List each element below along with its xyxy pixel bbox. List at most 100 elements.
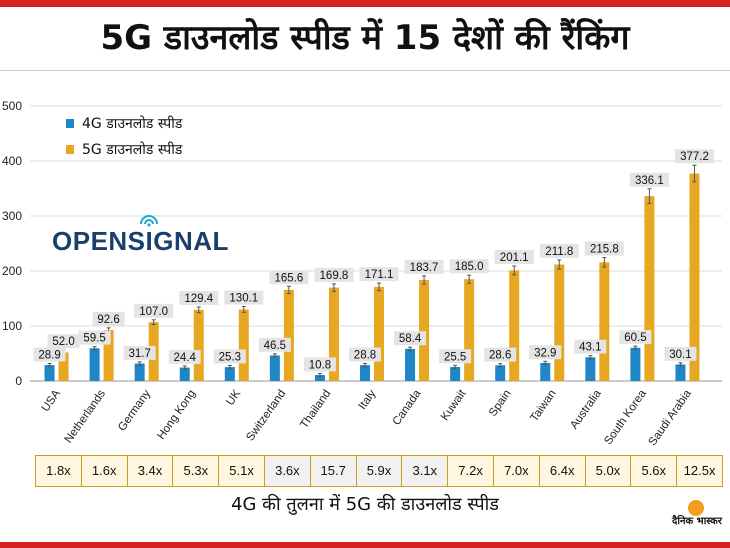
data-label-5g: 211.8 — [545, 246, 573, 258]
bar-5g — [689, 173, 700, 381]
data-label-5g-bg — [629, 172, 669, 187]
data-label-4g: 60.5 — [624, 332, 646, 344]
data-label-5g-bg — [404, 259, 444, 274]
bar-5g — [103, 330, 114, 381]
opensignal-logo: OPENSIGNAL — [52, 226, 229, 256]
data-label-5g-bg — [674, 149, 714, 164]
top-accent-bar — [0, 0, 730, 7]
data-label-5g: 107.0 — [139, 306, 168, 318]
bar-4g — [675, 364, 686, 381]
ratio-cell: 3.1x — [402, 456, 449, 486]
x-tick-label: Switzerland — [244, 388, 288, 444]
data-label-5g: 129.4 — [184, 293, 213, 305]
legend-swatch-4g — [66, 118, 74, 128]
x-tick-label: Saudi Arabia — [647, 387, 695, 448]
data-label-4g: 10.8 — [309, 359, 331, 371]
data-label-4g-bg — [78, 330, 111, 345]
ratio-cell: 3.6x — [264, 456, 311, 486]
data-label-4g-bg — [619, 330, 652, 345]
data-label-5g-bg — [584, 241, 624, 256]
x-tick-label: Hong Kong — [155, 388, 198, 442]
x-tick-label: South Korea — [602, 387, 649, 447]
dainik-bhaskar-logo: दैनिक भास्कर — [672, 500, 722, 540]
bar-5g — [283, 289, 294, 381]
bar-4g — [134, 363, 145, 381]
legend-label-4g: 4G डाउनलोड स्पीड — [82, 115, 183, 132]
bar-4g — [540, 362, 551, 381]
bar-5g — [58, 352, 69, 381]
x-tick-label: Netherlands — [63, 388, 109, 446]
bar-5g — [419, 279, 430, 381]
data-label-4g: 28.6 — [489, 350, 511, 362]
data-label-4g-bg — [394, 331, 427, 346]
data-label-4g: 28.8 — [354, 350, 376, 362]
ratio-cell: 12.5x — [683, 463, 716, 478]
data-label-5g-bg — [47, 334, 80, 349]
x-tick-label: USA — [40, 388, 64, 415]
y-tick-label: 500 — [2, 99, 22, 113]
y-tick-label: 200 — [2, 264, 22, 278]
data-label-4g-bg — [33, 347, 66, 362]
bar-4g — [630, 347, 641, 381]
ratio-cell: 5.9x — [356, 456, 403, 486]
bar-4g — [495, 365, 506, 381]
x-tick-label: Australia — [568, 387, 604, 431]
data-label-4g-bg — [574, 339, 607, 354]
x-tick-label: Kuwait — [439, 387, 469, 423]
bar-4g — [314, 375, 325, 381]
page-title: 5G डाउनलोड स्पीड में 15 देशों की रैंकिंग — [100, 18, 630, 58]
signal-waves-icon — [140, 215, 158, 227]
x-tick-label: Taiwan — [528, 388, 558, 424]
bar-4g — [450, 366, 461, 381]
ratio-cell: 5.3x — [173, 456, 220, 486]
ratio-cell: 5.0x — [586, 456, 632, 486]
bar-5g — [509, 270, 520, 381]
data-label-5g: 92.6 — [97, 314, 119, 326]
data-label-5g: 185.0 — [455, 261, 484, 273]
data-label-4g-bg — [168, 349, 201, 364]
bar-5g — [554, 264, 565, 381]
data-label-4g-bg — [664, 346, 697, 361]
data-label-5g-bg — [92, 311, 125, 326]
data-label-4g-bg — [349, 347, 381, 362]
footer-caption: 4G की तुलना में 5G की डाउनलोड स्पीड — [231, 494, 499, 515]
x-tick-label: UK — [224, 388, 243, 408]
data-label-5g: 169.8 — [320, 270, 349, 282]
data-label-5g-bg — [494, 249, 534, 264]
sun-icon — [688, 500, 704, 516]
bar-5g — [374, 286, 384, 381]
bar-5g — [464, 279, 475, 381]
x-tick-label: Italy — [357, 388, 379, 412]
data-label-4g: 25.3 — [219, 351, 241, 363]
bar-chart: 0 100 200 300 400 500 28.952.0 USA 59.5 92.6 Nethe… — [2, 99, 722, 448]
ratio-cell: 3.4x — [128, 456, 174, 486]
data-label-5g: 171.1 — [365, 269, 394, 281]
data-label-5g-bg — [539, 243, 579, 258]
bar-5g — [328, 287, 339, 381]
bar-5g — [644, 196, 655, 381]
data-label-5g: 336.1 — [635, 175, 664, 187]
data-label-5g: 183.7 — [410, 262, 439, 274]
x-tick-label: Germany — [116, 388, 153, 434]
data-label-4g: 24.4 — [174, 352, 197, 364]
legend-item-4g: 4G डाउनलोड स्पीड — [66, 110, 182, 136]
ratio-cell: 5.6x — [631, 456, 678, 486]
data-label-5g-bg — [134, 303, 174, 318]
ratio-cell: 6.4x — [540, 456, 586, 486]
y-tick-label: 400 — [2, 154, 22, 168]
legend-swatch-5g — [66, 144, 74, 154]
data-label-4g-bg — [439, 349, 472, 364]
bar-4g — [89, 348, 100, 381]
data-label-4g-bg — [123, 345, 156, 360]
data-label-4g: 46.5 — [264, 340, 286, 352]
legend-item-5g: 5G डाउनलोड स्पीड — [66, 136, 182, 162]
ratio-cell: 7.2x — [448, 456, 494, 486]
title-divider — [0, 70, 730, 71]
ratio-cell: 1.6x — [82, 456, 128, 486]
data-label-4g-bg — [484, 347, 517, 362]
bar-5g — [238, 309, 249, 381]
ratio-cell: 5.1x — [219, 456, 265, 486]
bar-5g — [193, 309, 204, 381]
bar-4g — [179, 367, 190, 381]
bar-4g — [585, 357, 596, 381]
